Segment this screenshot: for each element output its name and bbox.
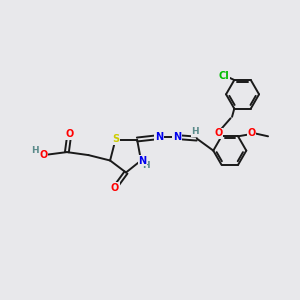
Text: O: O — [214, 128, 223, 138]
Text: O: O — [248, 128, 256, 138]
Text: Cl: Cl — [218, 71, 229, 81]
Text: H: H — [142, 161, 149, 170]
Text: H: H — [31, 146, 39, 155]
Text: N: N — [138, 155, 147, 166]
Text: O: O — [65, 129, 74, 139]
Text: S: S — [112, 134, 119, 145]
Text: O: O — [110, 183, 119, 193]
Text: O: O — [39, 149, 47, 160]
Text: N: N — [173, 132, 182, 142]
Text: N: N — [154, 132, 163, 142]
Text: H: H — [191, 128, 199, 136]
